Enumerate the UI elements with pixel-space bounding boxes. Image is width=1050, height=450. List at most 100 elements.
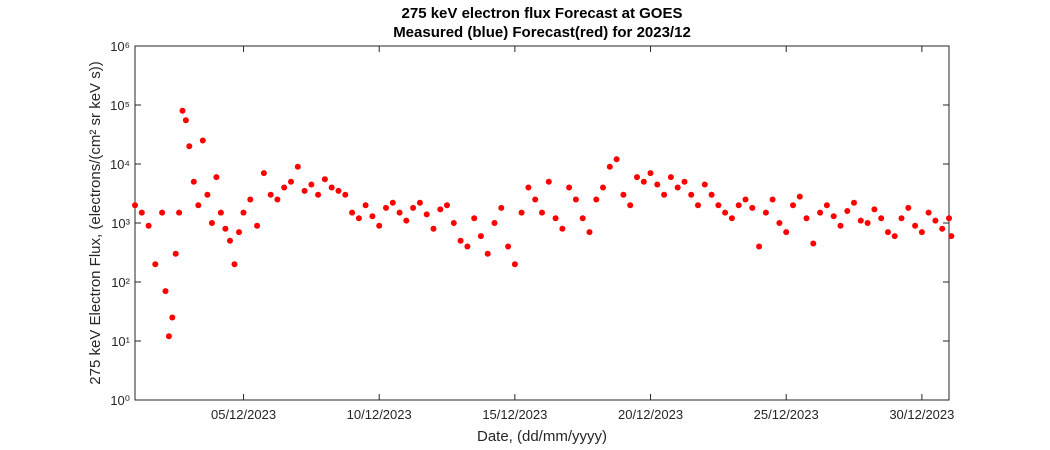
- data-point: [349, 209, 356, 216]
- data-point: [946, 215, 952, 222]
- data-point: [830, 213, 837, 220]
- data-point: [260, 170, 267, 177]
- data-point: [600, 184, 606, 191]
- data-point: [654, 181, 661, 188]
- data-point: [674, 184, 681, 191]
- data-point: [742, 196, 749, 203]
- data-point: [254, 222, 261, 229]
- data-point: [572, 196, 579, 203]
- data-point: [885, 229, 891, 236]
- data-point: [471, 215, 478, 222]
- data-point: [620, 191, 627, 198]
- data-point: [823, 202, 830, 209]
- data-point: [728, 215, 735, 222]
- data-point: [518, 209, 525, 216]
- data-point: [593, 196, 600, 203]
- data-point: [396, 209, 403, 216]
- data-point: [905, 204, 912, 211]
- data-point: [437, 206, 444, 213]
- data-point: [918, 229, 925, 236]
- data-point: [410, 204, 417, 211]
- data-point: [231, 261, 238, 268]
- data-point: [430, 225, 437, 232]
- data-point: [227, 237, 233, 244]
- data-point: [457, 237, 464, 244]
- data-point: [222, 225, 229, 232]
- data-point: [335, 187, 342, 194]
- data-point: [416, 199, 423, 206]
- data-point: [586, 229, 593, 236]
- data-point: [566, 184, 573, 191]
- data-point: [579, 215, 586, 222]
- data-point: [722, 209, 729, 216]
- data-point: [948, 233, 955, 240]
- data-point: [403, 217, 410, 224]
- data-point: [217, 209, 224, 216]
- x-tick-label: 10/12/2023: [347, 407, 412, 422]
- data-point: [195, 202, 202, 209]
- data-point: [355, 215, 362, 222]
- data-point: [169, 314, 176, 321]
- x-tick-label: 15/12/2023: [482, 407, 547, 422]
- data-point: [871, 206, 878, 213]
- data-point: [159, 209, 166, 216]
- data-point: [708, 191, 715, 198]
- y-tick-label: 10⁴: [110, 157, 130, 172]
- data-point: [776, 220, 783, 226]
- data-point: [939, 225, 946, 232]
- data-point: [667, 174, 674, 181]
- x-tick-label: 05/12/2023: [211, 407, 276, 422]
- data-point: [362, 202, 369, 209]
- data-point: [864, 220, 871, 226]
- data-point: [301, 187, 308, 194]
- data-point: [444, 202, 450, 209]
- data-point: [213, 174, 220, 181]
- data-point: [783, 229, 790, 236]
- y-tick-label: 10⁶: [110, 39, 130, 54]
- data-point: [803, 215, 810, 222]
- data-point: [240, 209, 247, 216]
- data-point: [376, 222, 383, 229]
- data-point: [383, 204, 389, 211]
- data-point: [762, 209, 769, 216]
- data-point: [857, 217, 864, 224]
- data-point: [328, 184, 335, 191]
- chart-title: 275 keV electron flux Forecast at GOES: [402, 5, 683, 22]
- y-axis: 10⁰ 10¹ 10² 10³ 10⁴ 10⁵ 10⁶: [110, 39, 949, 408]
- data-point: [491, 220, 498, 226]
- data-point: [389, 199, 396, 206]
- data-point: [199, 137, 206, 144]
- data-point: [132, 202, 138, 209]
- data-point: [559, 225, 566, 232]
- data-point: [186, 143, 193, 150]
- data-point: [204, 191, 211, 198]
- data-point: [138, 209, 145, 216]
- data-point: [539, 209, 545, 216]
- data-point: [688, 191, 695, 198]
- data-point: [756, 243, 763, 250]
- data-point: [817, 209, 824, 216]
- data-point: [176, 209, 183, 216]
- data-point: [477, 233, 484, 240]
- data-point: [288, 178, 294, 185]
- y-tick-label: 10⁰: [110, 393, 130, 408]
- data-point: [369, 213, 376, 220]
- data-point: [179, 107, 186, 114]
- data-point: [484, 250, 491, 257]
- data-point: [701, 181, 708, 188]
- data-point: [715, 202, 722, 209]
- data-point: [878, 215, 885, 222]
- data-point: [695, 202, 701, 209]
- data-point: [505, 243, 512, 250]
- data-point: [498, 204, 505, 211]
- data-point: [247, 196, 254, 203]
- x-tick-label: 25/12/2023: [754, 407, 819, 422]
- data-point: [532, 196, 539, 203]
- plot-area: [134, 45, 950, 401]
- data-point: [681, 178, 688, 185]
- data-point: [912, 222, 919, 229]
- data-point: [294, 163, 301, 170]
- data-point: [661, 191, 668, 198]
- x-tick-label: 20/12/2023: [618, 407, 683, 422]
